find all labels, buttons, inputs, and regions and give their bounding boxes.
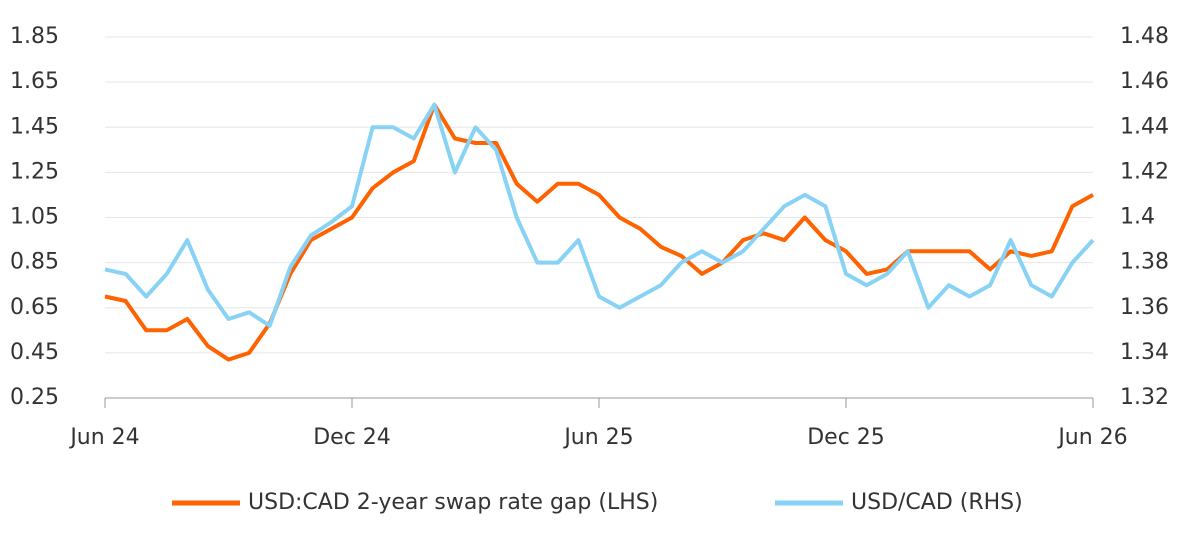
y-tick-label: 1.85 bbox=[10, 24, 59, 49]
x-tick-label: Jun 25 bbox=[562, 425, 633, 450]
legend-label: USD:CAD 2-year swap rate gap (LHS) bbox=[248, 490, 658, 515]
x-tick-label: Dec 24 bbox=[313, 425, 391, 450]
y-tick-label: 0.45 bbox=[10, 340, 59, 365]
y2-tick-label: 1.36 bbox=[1120, 295, 1169, 320]
y-tick-label: 1.65 bbox=[10, 69, 59, 94]
y2-tick-label: 1.32 bbox=[1120, 385, 1169, 410]
x-tick-label: Jun 26 bbox=[1056, 425, 1127, 450]
y-tick-label: 1.25 bbox=[10, 159, 59, 184]
y-tick-label: 1.45 bbox=[10, 114, 59, 139]
y2-tick-label: 1.4 bbox=[1120, 205, 1155, 230]
y-tick-label: 0.85 bbox=[10, 250, 59, 275]
series-line bbox=[104, 102, 1094, 362]
y2-tick-label: 1.34 bbox=[1120, 340, 1169, 365]
y2-tick-label: 1.48 bbox=[1120, 24, 1169, 49]
y2-tick-label: 1.38 bbox=[1120, 250, 1169, 275]
x-tick-label: Dec 25 bbox=[807, 425, 885, 450]
y-tick-label: 0.65 bbox=[10, 295, 59, 320]
y-tick-label: 1.05 bbox=[10, 205, 59, 230]
legend-label: USD/CAD (RHS) bbox=[851, 490, 1023, 515]
y-tick-label: 0.25 bbox=[10, 385, 59, 410]
y2-tick-label: 1.42 bbox=[1120, 159, 1169, 184]
y2-tick-label: 1.46 bbox=[1120, 69, 1169, 94]
y2-tick-label: 1.44 bbox=[1120, 114, 1169, 139]
series-line bbox=[104, 102, 1095, 328]
x-tick-label: Jun 24 bbox=[68, 425, 139, 450]
